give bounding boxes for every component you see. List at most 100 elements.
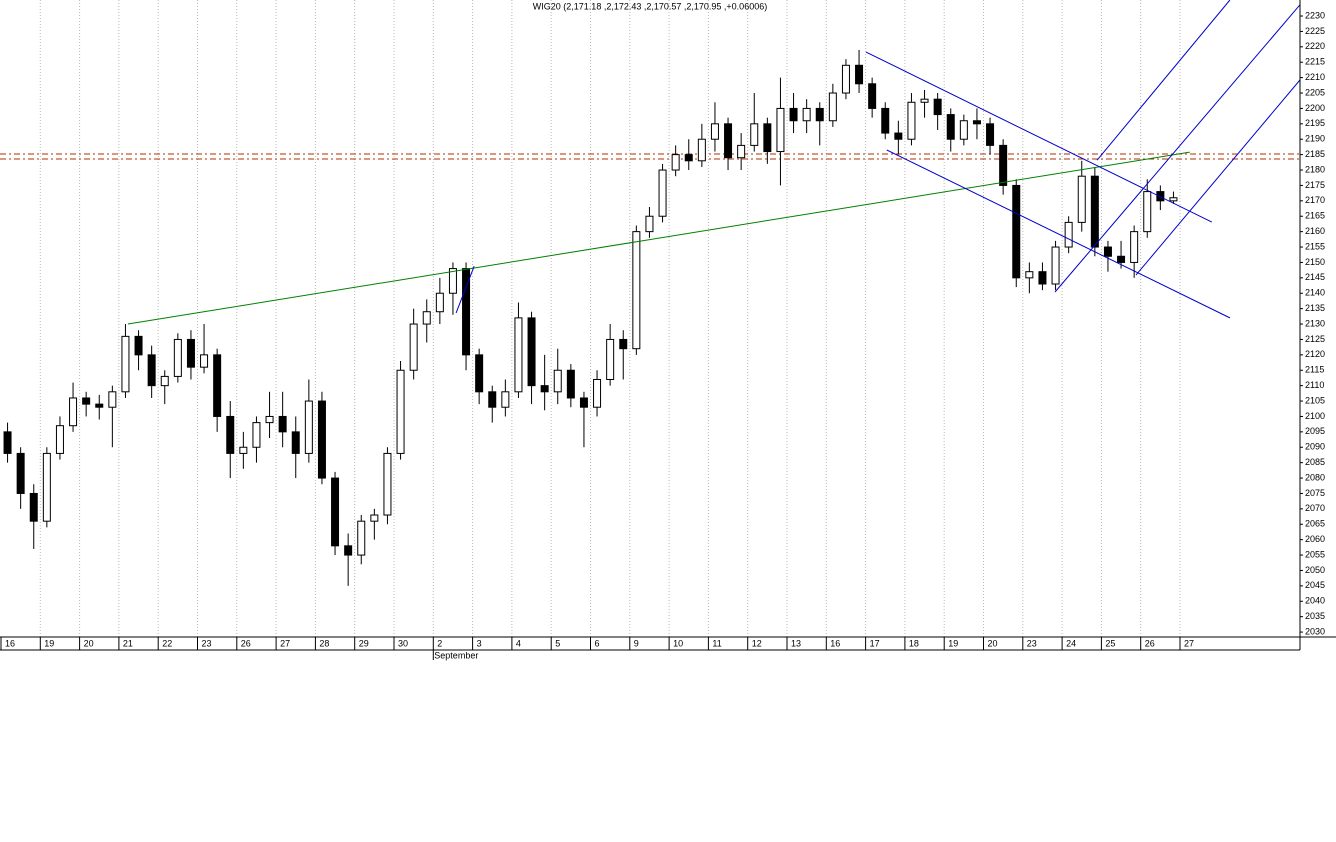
candle-body <box>147 354 156 387</box>
candle-body <box>435 292 444 313</box>
x-tick-label: 16 <box>830 638 840 648</box>
chart-title: WIG20 (2,171.18 ,2,172.43 ,2,170.57 ,2,1… <box>533 1 767 11</box>
x-tick-label: 11 <box>712 638 721 648</box>
candle-body <box>763 123 772 153</box>
y-tick-label: 2120 <box>1305 349 1325 359</box>
x-tick-label: 3 <box>477 638 482 648</box>
y-tick-label: 2175 <box>1305 180 1325 190</box>
x-tick-label: 9 <box>634 638 639 648</box>
candle-body <box>684 154 693 162</box>
candle-body <box>55 425 64 454</box>
candle-body <box>737 144 746 159</box>
candle-body <box>422 311 431 325</box>
y-tick-label: 2065 <box>1305 519 1325 529</box>
x-tick-label: 12 <box>752 638 762 648</box>
y-tick-label: 2180 <box>1305 164 1325 174</box>
y-tick-label: 2170 <box>1305 195 1325 205</box>
y-tick-label: 2195 <box>1305 118 1325 128</box>
y-tick-label: 2160 <box>1305 226 1325 236</box>
candle-body <box>1103 246 1112 257</box>
y-tick-label: 2215 <box>1305 57 1325 67</box>
candle-body <box>396 369 405 454</box>
x-tick-label: 20 <box>84 638 94 648</box>
y-tick-label: 2075 <box>1305 488 1325 498</box>
y-tick-label: 2150 <box>1305 257 1325 267</box>
candle-body <box>29 492 38 522</box>
y-tick-label: 2145 <box>1305 272 1325 282</box>
candle-body <box>671 154 680 171</box>
x-tick-label: 24 <box>1066 638 1076 648</box>
candle-body <box>750 123 759 146</box>
y-tick-label: 2090 <box>1305 442 1325 452</box>
candle-body <box>291 431 300 454</box>
candle-body <box>540 385 549 393</box>
candle-body <box>972 120 981 125</box>
x-tick-label: 26 <box>241 638 251 648</box>
x-tick-label: 27 <box>280 638 290 648</box>
candle-body <box>553 369 562 393</box>
x-tick-label: 23 <box>1027 638 1037 648</box>
candle-body <box>278 415 287 433</box>
plot-area <box>0 0 1300 586</box>
candle-body <box>1077 175 1086 223</box>
x-tick-label: 19 <box>44 638 54 648</box>
candle-body <box>1130 231 1139 263</box>
candle-body <box>776 107 785 153</box>
y-tick-label: 2060 <box>1305 534 1325 544</box>
trend-line <box>1096 0 1231 161</box>
candle-body <box>789 107 798 122</box>
y-tick-label: 2115 <box>1305 365 1324 375</box>
candle-body <box>697 138 706 162</box>
x-tick-label: 18 <box>909 638 919 648</box>
y-tick-label: 2190 <box>1305 134 1325 144</box>
candle-body <box>946 114 955 140</box>
y-tick-label: 2220 <box>1305 41 1325 51</box>
y-tick-label: 2225 <box>1305 26 1325 36</box>
candle-body <box>579 397 588 408</box>
candle-body <box>841 64 850 94</box>
y-tick-label: 2230 <box>1305 10 1325 20</box>
y-tick-label: 2165 <box>1305 211 1325 221</box>
candle-body <box>462 268 471 356</box>
x-tick-label: 10 <box>673 638 683 648</box>
x-tick-label: 4 <box>516 638 521 648</box>
candle-body <box>82 397 91 405</box>
candle-body <box>488 391 497 408</box>
candle-body <box>1025 271 1034 279</box>
x-tick-label: 28 <box>319 638 329 648</box>
x-tick-label: 20 <box>988 638 998 648</box>
candle-body <box>645 215 654 233</box>
trend-line <box>127 151 1190 325</box>
candle-body <box>344 545 353 556</box>
candle-body <box>252 422 261 448</box>
candle-body <box>933 98 942 116</box>
y-tick-label: 2095 <box>1305 426 1325 436</box>
y-tick-label: 2130 <box>1305 318 1325 328</box>
candle-body <box>619 338 628 350</box>
trend-line <box>865 51 1213 223</box>
candle-body <box>42 452 51 522</box>
candle-body <box>265 415 274 424</box>
candle-body <box>1038 271 1047 285</box>
y-tick-label: 2085 <box>1305 457 1325 467</box>
candle-body <box>593 378 602 408</box>
candle-body <box>304 400 313 454</box>
x-tick-label: 19 <box>948 638 958 648</box>
candle-body <box>213 354 222 417</box>
candle-body <box>331 477 340 547</box>
candle-body <box>527 317 536 387</box>
y-tick-label: 2125 <box>1305 334 1325 344</box>
candle-body <box>959 120 968 140</box>
x-tick-label: 29 <box>359 638 369 648</box>
axes: 2030203520402045205020552060206520702075… <box>0 0 1336 660</box>
month-label: September <box>434 650 478 660</box>
candle-body <box>1064 221 1073 248</box>
x-tick-label: 16 <box>5 638 15 648</box>
candle-body <box>514 317 523 393</box>
candle-body <box>566 369 575 399</box>
candle-body <box>1012 184 1021 279</box>
x-tick-label: 27 <box>1184 638 1194 648</box>
candle-body <box>894 132 903 140</box>
